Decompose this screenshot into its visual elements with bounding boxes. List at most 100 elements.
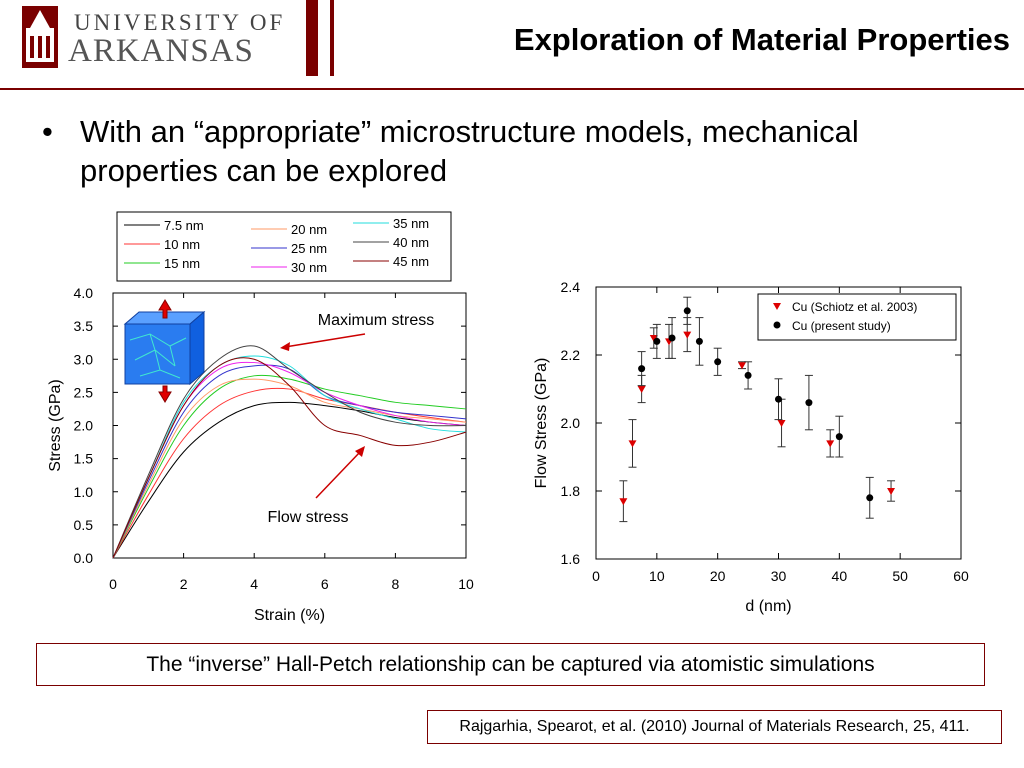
- chart-legend: Cu (Schiotz et al. 2003) Cu (present stud…: [757, 293, 957, 341]
- slide-title: Exploration of Material Properties: [513, 22, 1010, 57]
- legend-label: 45 nm: [393, 254, 429, 269]
- caption-text: The “inverse” Hall-Petch relationship ca…: [146, 653, 875, 676]
- data-point-circle: [653, 337, 661, 345]
- x-tick-label: 10: [649, 568, 665, 584]
- legend-triangle-icon: [773, 303, 781, 310]
- data-point-triangle: [683, 331, 692, 339]
- y-tick-label: 2.0: [74, 418, 94, 434]
- y-tick-label: 3.0: [74, 351, 94, 367]
- data-point-circle: [775, 395, 782, 403]
- series-line: [112, 357, 467, 559]
- bullet-text: With an “appropriate” microstructure mod…: [80, 114, 859, 188]
- x-tick-label: 4: [250, 576, 258, 592]
- cube-front: [124, 323, 191, 385]
- data-point-circle: [805, 399, 813, 407]
- caption-box: The “inverse” Hall-Petch relationship ca…: [36, 643, 985, 686]
- legend-label: 30 nm: [291, 260, 327, 275]
- flow-stress-arrowhead: [355, 446, 365, 457]
- y-tick-label: 0.0: [74, 550, 94, 566]
- max-stress-label: Maximum stress: [318, 312, 434, 329]
- y-tick-label: 1.6: [561, 551, 581, 567]
- series-line: [112, 345, 467, 559]
- legend-label: 35 nm: [393, 216, 429, 231]
- data-point-circle: [638, 365, 646, 373]
- y-tick-label: 2.5: [74, 384, 94, 400]
- x-tick-label: 0: [109, 576, 117, 592]
- max-stress-arrowhead: [280, 342, 290, 351]
- chart-legend: 7.5 nm 10 nm 15 nm 20 nm 25 nm 30 nm 35 nm 40 n…: [116, 211, 452, 282]
- series-line: [112, 401, 467, 559]
- stress-strain-chart: 0 2 4 6 8 10 0.0 0.5 1.0 1.5 2.0 2.5 3.0 3.5 4.0 Strain…: [47, 211, 474, 624]
- data-point-circle: [866, 494, 874, 502]
- x-tick-label: 2: [180, 576, 188, 592]
- title-panel: Exploration of Material Properties: [330, 0, 1024, 76]
- x-tick-label: 10: [458, 576, 474, 592]
- reference-text: Rajgarhia, Spearot, et al. (2010) Journa…: [459, 718, 970, 735]
- y-tick-label: 1.5: [74, 451, 94, 467]
- grain-cube-icon: [123, 310, 206, 386]
- header-divider: [0, 88, 1024, 90]
- data-point-circle: [744, 371, 752, 379]
- old-main-emblem-icon: [22, 6, 58, 68]
- legend-label: 15 nm: [164, 256, 200, 271]
- legend-label: 20 nm: [291, 222, 327, 237]
- legend-label: Cu (present study): [792, 319, 891, 333]
- data-point-circle: [668, 334, 676, 342]
- data-point-triangle: [649, 335, 658, 342]
- x-tick-label: 6: [321, 576, 329, 592]
- series-line: [112, 364, 467, 559]
- y-tick-label: 1.0: [74, 484, 94, 500]
- data-point-triangle: [738, 362, 746, 370]
- y-tick-label: 0.5: [74, 517, 94, 533]
- max-stress-arrow: [284, 333, 366, 348]
- flow-stress-arrow: [315, 451, 361, 499]
- university-logo: UNIVERSITY OF ARKANSAS: [0, 0, 318, 76]
- x-tick-label: 20: [710, 568, 726, 584]
- x-axis-label: Strain (%): [254, 607, 325, 624]
- series-line: [112, 374, 467, 559]
- x-axis-label: d (nm): [745, 598, 791, 615]
- x-tick-label: 60: [953, 568, 969, 584]
- up-arrow-icon: [158, 299, 172, 319]
- y-tick-label: 1.8: [561, 483, 581, 499]
- y-tick-label: 2.2: [561, 347, 581, 363]
- x-tick-label: 30: [771, 568, 787, 584]
- data-point-circle: [695, 337, 703, 345]
- data-point-triangle: [628, 440, 637, 448]
- flow-stress-chart: 0 10 20 30 40 50 60 1.6 1.8 2.0 2.2 2.4 d (nm) Flow S…: [533, 279, 969, 615]
- slide-header: UNIVERSITY OF ARKANSAS Exploration of Ma…: [0, 0, 1024, 90]
- data-point-circle: [714, 358, 722, 366]
- data-point-triangle: [887, 488, 896, 495]
- data-point-triangle: [637, 386, 646, 393]
- x-tick-label: 40: [832, 568, 848, 584]
- flow-stress-label: Flow stress: [268, 509, 349, 526]
- series-line: [112, 355, 467, 559]
- reference-box: Rajgarhia, Spearot, et al. (2010) Journa…: [427, 710, 1002, 744]
- legend-frame: [116, 211, 452, 282]
- legend-label: 10 nm: [164, 237, 200, 252]
- x-tick-label: 50: [892, 568, 908, 584]
- series-line: [112, 378, 467, 559]
- cube-grain-boundaries: [129, 333, 187, 379]
- y-axis-label: Flow Stress (GPa): [533, 358, 550, 489]
- y-tick-label: 2.4: [561, 279, 581, 295]
- legend-circle-icon: [773, 321, 781, 329]
- y-tick-label: 3.5: [74, 318, 94, 334]
- data-point-triangle: [777, 420, 786, 427]
- legend-frame: [757, 293, 957, 341]
- data-point-triangle: [619, 498, 628, 506]
- y-tick-label: 2.0: [561, 415, 581, 431]
- data-point-triangle: [826, 440, 835, 448]
- legend-label: 7.5 nm: [164, 218, 204, 233]
- legend-label: Cu (Schiotz et al. 2003): [792, 300, 917, 314]
- logo-text-top: UNIVERSITY OF: [74, 10, 286, 35]
- y-axis-label: Stress (GPa): [47, 379, 64, 471]
- cube-side: [189, 310, 205, 386]
- logo-text-bottom: ARKANSAS: [68, 33, 254, 69]
- data-point-circle: [683, 307, 691, 315]
- down-arrow-icon: [158, 385, 172, 403]
- bullet-symbol: •: [42, 114, 53, 149]
- legend-label: 40 nm: [393, 235, 429, 250]
- x-tick-label: 0: [592, 568, 600, 584]
- data-point-circle: [835, 433, 843, 441]
